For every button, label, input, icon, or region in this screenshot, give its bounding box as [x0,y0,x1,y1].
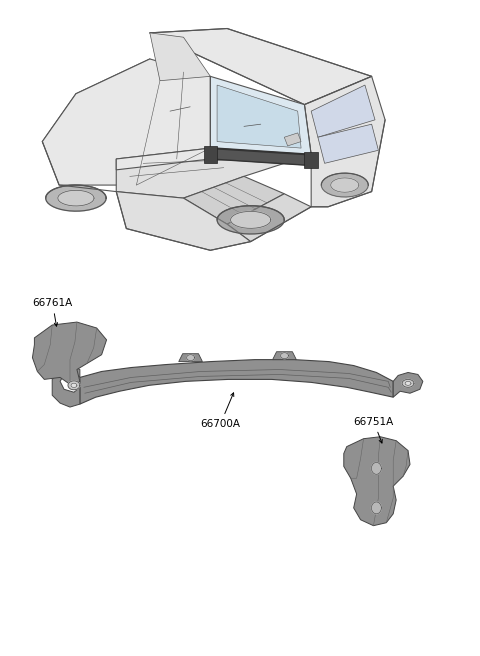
Polygon shape [210,76,311,155]
Polygon shape [71,383,77,388]
Polygon shape [372,502,381,514]
Polygon shape [116,192,251,251]
Polygon shape [372,462,381,474]
Polygon shape [42,59,210,185]
Polygon shape [150,33,210,81]
Polygon shape [150,28,372,104]
Polygon shape [318,124,378,163]
Polygon shape [280,353,288,359]
Polygon shape [116,148,210,170]
Polygon shape [273,352,296,359]
Polygon shape [46,185,106,211]
Polygon shape [217,206,284,234]
Polygon shape [116,148,311,198]
Polygon shape [217,85,301,148]
Polygon shape [230,211,271,228]
Text: 66700A: 66700A [201,393,240,429]
Text: 66751A: 66751A [354,417,394,443]
Polygon shape [227,194,311,241]
Polygon shape [76,59,160,120]
Polygon shape [204,146,217,163]
Text: 66761A: 66761A [33,298,72,326]
Polygon shape [405,381,411,385]
Polygon shape [80,359,393,404]
Polygon shape [68,381,80,390]
Polygon shape [311,85,375,137]
Polygon shape [304,76,385,207]
Polygon shape [42,94,89,168]
Polygon shape [187,355,194,361]
Polygon shape [304,152,318,168]
Polygon shape [331,178,359,192]
Polygon shape [322,173,368,197]
Polygon shape [183,176,284,224]
Polygon shape [393,373,423,397]
Polygon shape [284,133,301,146]
Polygon shape [344,437,410,525]
Polygon shape [52,365,80,407]
Polygon shape [58,190,94,206]
Polygon shape [33,322,107,384]
Polygon shape [210,148,311,165]
Polygon shape [179,354,203,361]
Polygon shape [402,379,414,387]
